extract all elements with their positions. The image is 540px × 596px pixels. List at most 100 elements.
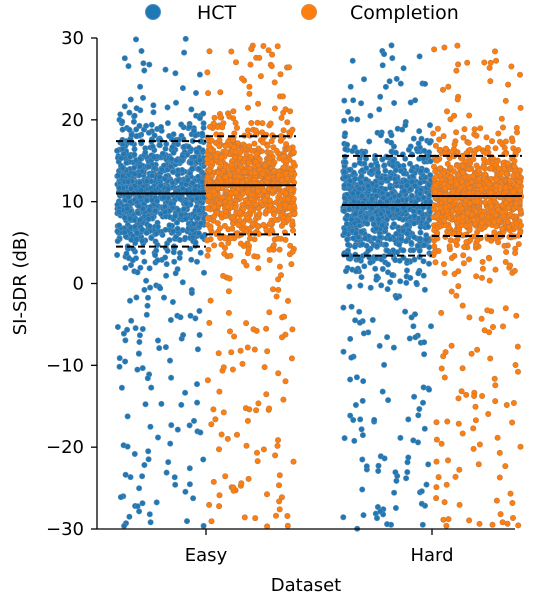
- data-point: [191, 186, 198, 193]
- data-point: [225, 240, 232, 247]
- data-point: [340, 348, 347, 355]
- data-point: [421, 425, 428, 432]
- data-point: [205, 246, 212, 253]
- data-point: [388, 139, 395, 146]
- data-point: [216, 503, 223, 510]
- data-point: [223, 149, 230, 156]
- data-point: [373, 273, 380, 280]
- data-point: [124, 413, 131, 420]
- data-point: [487, 355, 494, 362]
- data-point: [402, 155, 409, 162]
- data-point: [118, 384, 125, 391]
- data-point: [484, 144, 491, 151]
- data-point: [177, 250, 184, 257]
- data-point: [149, 172, 156, 179]
- data-point: [505, 81, 512, 88]
- data-point: [214, 220, 221, 227]
- data-point: [403, 475, 410, 482]
- data-point: [509, 514, 516, 521]
- data-point: [137, 264, 144, 271]
- data-point: [438, 440, 445, 447]
- data-point: [122, 264, 129, 271]
- data-point: [162, 209, 169, 216]
- data-point: [236, 209, 243, 216]
- data-point: [121, 522, 128, 529]
- data-point: [229, 214, 236, 221]
- data-point: [410, 135, 417, 142]
- data-point: [123, 159, 130, 166]
- data-point: [148, 121, 155, 128]
- data-point: [145, 456, 152, 463]
- data-point: [441, 374, 448, 381]
- data-point: [517, 443, 524, 450]
- data-point: [156, 174, 163, 181]
- data-point: [188, 289, 195, 296]
- data-point: [379, 265, 386, 272]
- data-point: [266, 221, 273, 228]
- data-point: [493, 176, 500, 183]
- data-point: [392, 149, 399, 156]
- data-point: [456, 466, 463, 473]
- data-point: [384, 269, 391, 276]
- data-point: [384, 261, 391, 268]
- data-point: [360, 149, 367, 156]
- data-point: [456, 501, 463, 508]
- data-point: [426, 209, 433, 216]
- data-point: [143, 311, 150, 318]
- data-point: [276, 498, 283, 505]
- data-point: [189, 165, 196, 172]
- data-point: [267, 120, 274, 127]
- data-point: [420, 258, 427, 265]
- data-point: [186, 481, 193, 488]
- data-point: [120, 330, 127, 337]
- data-point: [149, 143, 156, 150]
- data-point: [156, 345, 163, 352]
- data-point: [243, 228, 250, 235]
- data-point: [493, 57, 500, 64]
- data-point: [114, 147, 121, 154]
- data-point: [433, 419, 440, 426]
- data-point: [390, 221, 397, 228]
- data-point: [206, 167, 213, 174]
- data-point: [466, 112, 473, 119]
- data-point: [259, 139, 266, 146]
- data-point: [286, 204, 293, 211]
- data-point: [392, 257, 399, 264]
- data-point: [140, 60, 147, 67]
- data-point: [437, 204, 444, 211]
- data-point: [403, 267, 410, 274]
- data-point: [386, 78, 393, 85]
- data-point: [246, 90, 253, 97]
- data-point: [373, 243, 380, 250]
- data-point: [405, 146, 412, 153]
- data-point: [155, 434, 162, 441]
- data-point: [231, 144, 238, 151]
- data-point: [129, 257, 136, 264]
- data-point: [470, 425, 477, 432]
- data-point: [116, 208, 123, 215]
- data-point: [515, 241, 522, 248]
- data-point: [368, 205, 375, 212]
- data-point: [359, 456, 366, 463]
- data-point: [451, 141, 458, 148]
- data-point: [140, 249, 147, 256]
- data-point: [127, 297, 134, 304]
- data-point: [442, 185, 449, 192]
- data-point: [172, 213, 179, 220]
- data-point: [232, 204, 239, 211]
- data-point: [134, 366, 141, 373]
- data-point: [341, 194, 348, 201]
- data-point: [245, 127, 252, 134]
- data-point: [438, 365, 445, 372]
- data-point: [251, 346, 258, 353]
- data-point: [218, 431, 225, 438]
- data-point: [358, 173, 365, 180]
- data-point: [224, 435, 231, 442]
- data-point: [513, 124, 520, 131]
- data-point: [144, 302, 151, 309]
- y-tick-label: 20: [61, 110, 84, 131]
- data-point: [134, 209, 141, 216]
- data-point: [218, 241, 225, 248]
- data-point: [396, 241, 403, 248]
- data-point: [413, 279, 420, 286]
